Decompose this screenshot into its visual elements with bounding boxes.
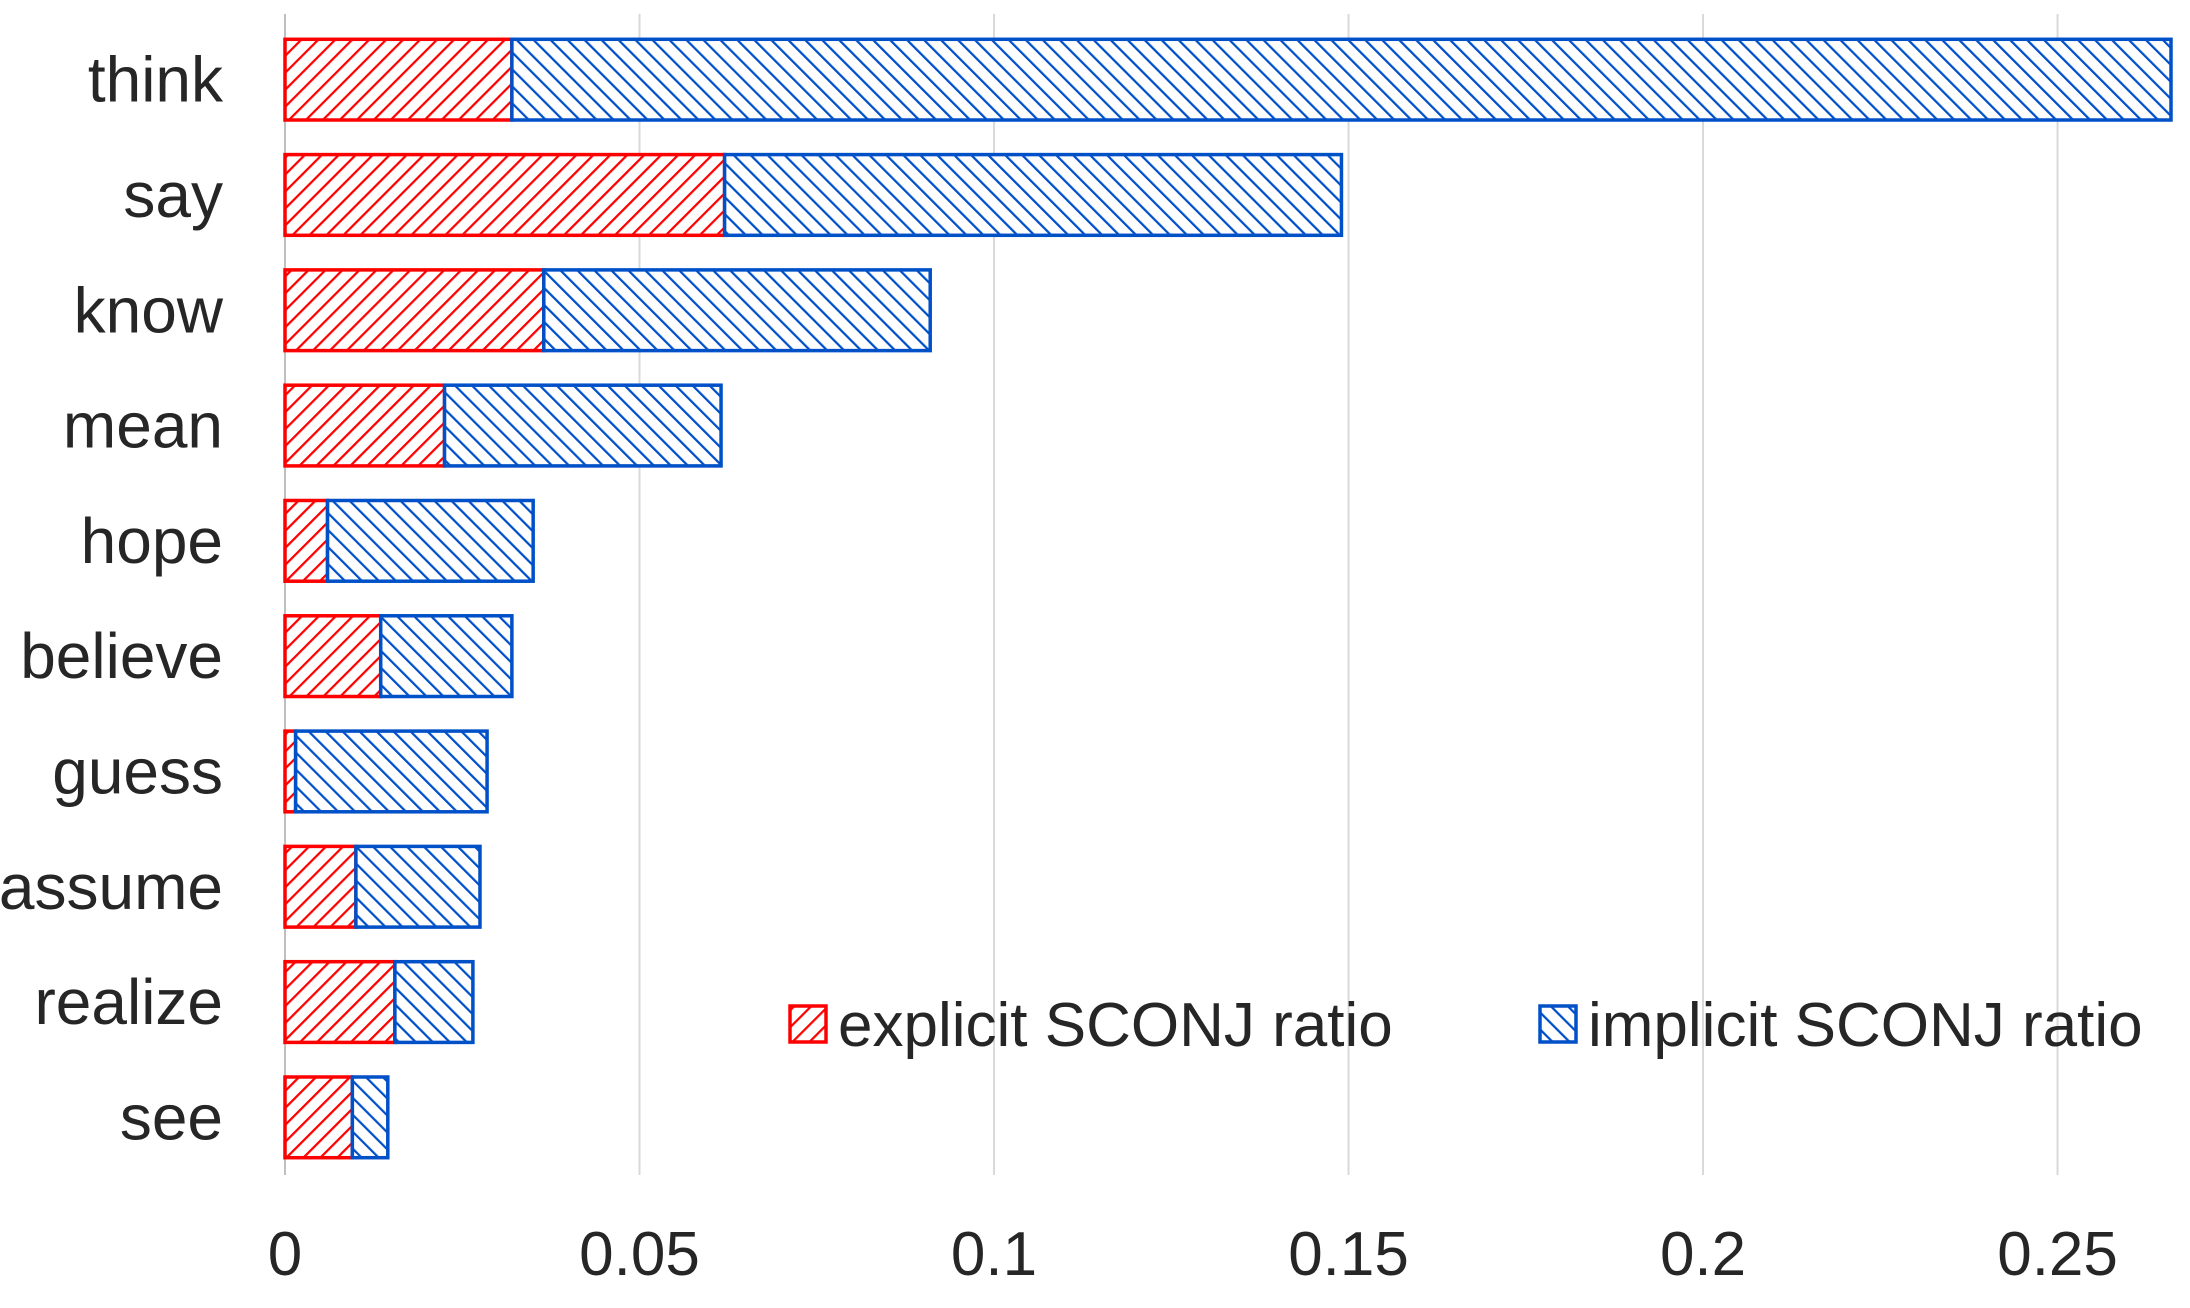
bar-segment-implicit: [293, 729, 489, 814]
bar-segment-explicit: [283, 1075, 355, 1160]
bar-segment-explicit: [283, 152, 727, 238]
category-label: mean: [63, 390, 223, 462]
category-label: think: [88, 44, 224, 116]
bar-segment-explicit: [283, 614, 383, 699]
category-label: hope: [81, 505, 223, 577]
bars: [283, 37, 2173, 1160]
bar-segment-implicit: [354, 844, 482, 929]
bar-segment-explicit: [283, 268, 546, 353]
legend-swatch-implicit: [1538, 1004, 1578, 1044]
bar-segment-implicit: [542, 268, 932, 353]
x-axis-tick-labels: 0 0.05 0.1 0.15 0.2 0.25: [268, 1220, 2118, 1289]
bar-segment-explicit: [283, 844, 358, 929]
bar-segment-implicit: [325, 498, 535, 583]
bar-segment-explicit: [283, 383, 447, 468]
legend-label: implicit SCONJ ratio: [1588, 991, 2143, 1060]
bar-segment-implicit: [378, 614, 514, 699]
bar-segment-implicit: [442, 383, 723, 468]
category-label: guess: [52, 735, 223, 807]
bar-segment-implicit: [350, 1075, 390, 1160]
bar-segment-implicit: [722, 152, 1344, 238]
bar-segment-implicit: [393, 959, 475, 1045]
category-label: realize: [34, 966, 223, 1038]
x-tick-label: 0.25: [1997, 1220, 2118, 1289]
bar-segment-explicit: [283, 37, 514, 122]
legend: explicit SCONJ ratio implicit SCONJ ratio: [788, 991, 2143, 1060]
x-tick-label: 0: [268, 1220, 302, 1289]
category-label: say: [123, 159, 223, 231]
category-labels: think say know mean hope believe guess assume re…: [0, 44, 224, 1154]
category-label: know: [74, 274, 224, 346]
category-label: assume: [0, 851, 223, 923]
x-tick-label: 0.1: [951, 1220, 1037, 1289]
bar-segment-explicit: [283, 498, 330, 583]
category-label: believe: [20, 620, 223, 692]
category-label: see: [120, 1081, 223, 1153]
x-tick-label: 0.05: [579, 1220, 700, 1289]
bar-segment-explicit: [283, 959, 397, 1045]
legend-swatch-explicit: [788, 1004, 828, 1044]
bar-segment-implicit: [510, 37, 2173, 122]
x-tick-label: 0.2: [1660, 1220, 1746, 1289]
x-tick-label: 0.15: [1288, 1220, 1409, 1289]
legend-label: explicit SCONJ ratio: [838, 991, 1393, 1060]
